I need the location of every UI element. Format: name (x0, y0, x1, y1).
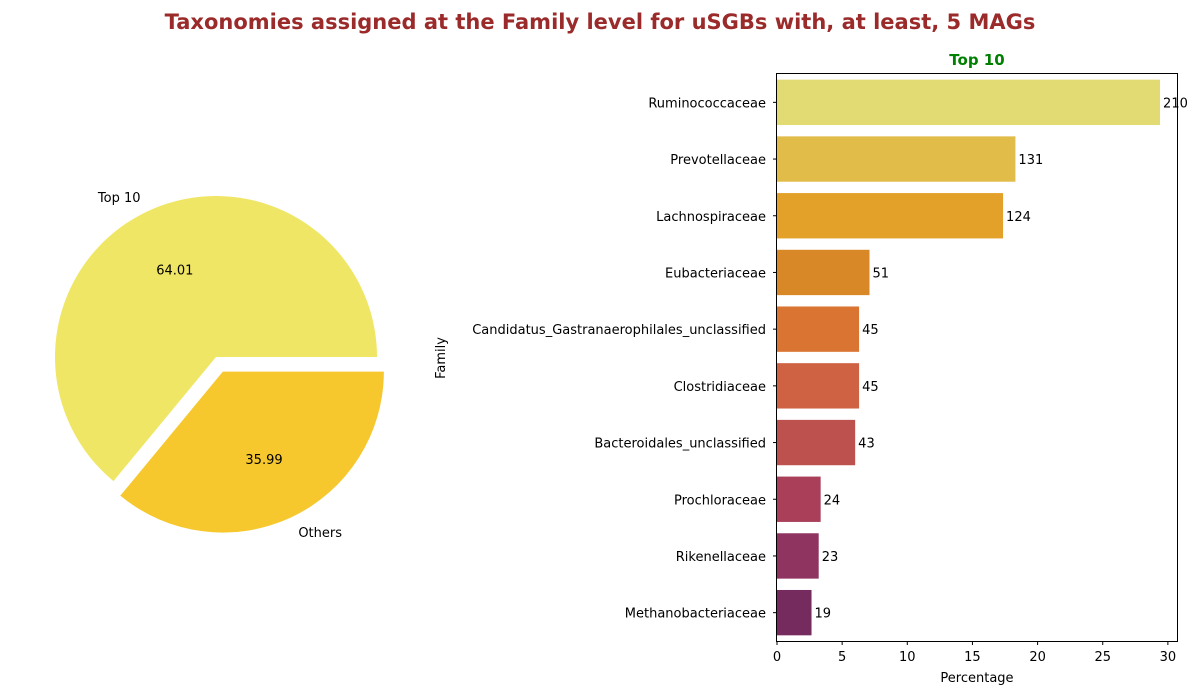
pie-label-others: Others (298, 526, 342, 541)
x-tick-label-0: 0 (773, 650, 781, 665)
y-axis-label: Family (434, 337, 449, 379)
bar-value-methanobacteriaceae: 19 (815, 607, 832, 622)
bar-value-prevotellaceae: 131 (1018, 153, 1043, 168)
x-tick-label-15: 15 (964, 650, 981, 665)
bar-value-candidatus-gastranaerophilales-unclassified: 45 (862, 323, 879, 338)
pie-label-top-10: Top 10 (97, 191, 141, 206)
x-tick-label-20: 20 (1029, 650, 1046, 665)
bar-lachnospiraceae (777, 193, 1004, 239)
y-tick-label-eubacteriaceae: Eubacteriaceae (665, 266, 766, 281)
pie-slice-top-10 (55, 196, 378, 482)
x-tick-label-10: 10 (899, 650, 916, 665)
x-axis-label: Percentage (940, 671, 1013, 686)
y-tick-label-ruminococcaceae: Ruminococcaceae (648, 96, 766, 111)
bar-methanobacteriaceae (777, 589, 812, 636)
pie-chart: Top 10 64.01 Others 35.99 (55, 191, 384, 541)
bar-value-clostridiaceae: 45 (862, 380, 879, 395)
bar-value-rikenellaceae: 23 (822, 550, 839, 565)
x-tick-label-5: 5 (838, 650, 846, 665)
y-tick-label-lachnospiraceae: Lachnospiraceae (656, 210, 766, 225)
bar-value-eubacteriaceae: 51 (873, 266, 890, 281)
y-tick-label-bacteroidales-unclassified: Bacteroidales_unclassified (594, 437, 766, 452)
bar-bacteroidales-unclassified (777, 419, 856, 466)
y-tick-label-methanobacteriaceae: Methanobacteriaceae (625, 607, 766, 622)
pie-value-top-10: 64.01 (156, 264, 193, 279)
pie-slice-others (120, 371, 384, 533)
bar-eubacteriaceae (777, 249, 870, 296)
bar-value-prochloraceae: 24 (824, 493, 841, 508)
bar-value-ruminococcaceae: 210 (1163, 96, 1188, 111)
bar-rikenellaceae (777, 533, 819, 579)
y-tick-label-rikenellaceae: Rikenellaceae (676, 550, 766, 565)
figure-title: Taxonomies assigned at the Family level … (164, 10, 1036, 34)
y-tick-label-clostridiaceae: Clostridiaceae (674, 380, 766, 395)
bar-candidatus-gastranaerophilales-unclassified (777, 306, 860, 352)
y-tick-label-prevotellaceae: Prevotellaceae (670, 153, 766, 168)
y-tick-label-candidatus-gastranaerophilales-unclassified: Candidatus_Gastranaerophilales_unclassif… (472, 323, 766, 338)
x-tick-label-25: 25 (1094, 650, 1111, 665)
bar-ruminococcaceae (777, 79, 1161, 126)
bar-prevotellaceae (777, 136, 1016, 182)
bar-value-lachnospiraceae: 124 (1006, 210, 1031, 225)
y-tick-label-prochloraceae: Prochloraceae (674, 493, 766, 508)
bar-prochloraceae (777, 476, 821, 522)
bar-clostridiaceae (777, 363, 860, 409)
plot-frame (776, 73, 1178, 642)
bar-value-bacteroidales-unclassified: 43 (858, 437, 875, 452)
pie-value-others: 35.99 (245, 453, 282, 468)
x-tick-label-30: 30 (1160, 650, 1177, 665)
bar-chart-title: Top 10 (949, 51, 1004, 69)
